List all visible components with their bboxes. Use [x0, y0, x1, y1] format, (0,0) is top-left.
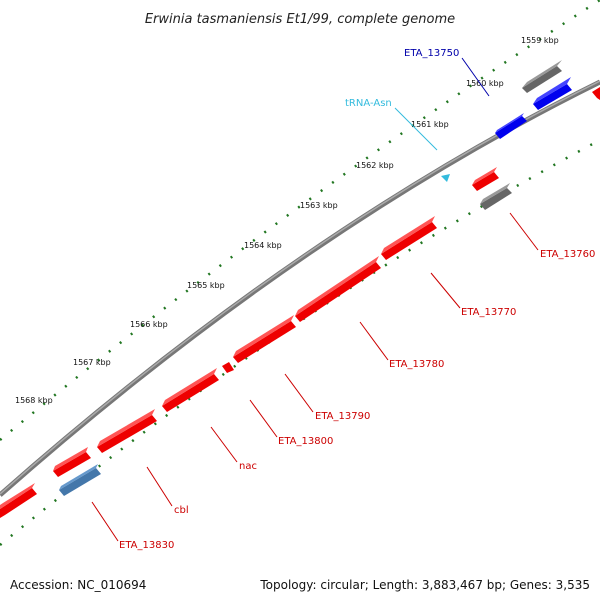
gene-block-cbl[interactable] [97, 409, 157, 453]
gene-label-eta13760[interactable]: ETA_13760 [540, 249, 595, 260]
tick-label: 1565 kbp [187, 281, 225, 290]
gene-block-eta13760-gray[interactable] [480, 183, 512, 210]
gene-label-trna-asn[interactable]: tRNA-Asn [345, 98, 392, 109]
gene-block-eta13770[interactable] [381, 216, 437, 260]
gene-label-eta13770[interactable]: ETA_13770 [461, 307, 516, 318]
gene-block-gray[interactable] [522, 60, 562, 93]
gene-label-cbl[interactable]: cbl [174, 505, 189, 516]
gene-block-eta13790[interactable] [233, 315, 296, 363]
tick-label: 1559 kbp [521, 36, 559, 45]
outer-dotted-track [0, 0, 600, 441]
tick-label: 1566 kbp [130, 320, 168, 329]
tick-label: 1562 kbp [356, 161, 394, 170]
accession-text: Accession: NC_010694 [10, 578, 147, 592]
gene-block-eta13750[interactable] [533, 77, 572, 110]
gene-block-eta13830[interactable] [59, 464, 101, 496]
gene-blocks [0, 60, 600, 518]
gene-label-eta13780[interactable]: ETA_13780 [389, 359, 444, 370]
gene-block-red-edge[interactable] [592, 87, 600, 100]
gene-block-red-small[interactable] [53, 447, 91, 477]
tick-label: 1560 kbp [466, 79, 504, 88]
gene-label-eta13800[interactable]: ETA_13800 [278, 436, 333, 447]
gene-block-eta13780[interactable] [295, 256, 381, 322]
map-title: Erwinia tasmaniensis Et1/99, complete ge… [145, 12, 455, 27]
gene-block-blue-small[interactable] [495, 113, 527, 139]
genome-summary-text: Topology: circular; Length: 3,883,467 bp… [260, 578, 590, 592]
gene-label-eta13830[interactable]: ETA_13830 [119, 540, 174, 551]
label-leaders [91, 57, 539, 542]
tick-labels: 1559 kbp 1560 kbp 1561 kbp 1562 kbp 1563… [15, 36, 559, 405]
gene-labels: ETA_13750 tRNA-Asn ETA_13760 ETA_13770 E… [119, 48, 595, 551]
gene-block-eta13800[interactable] [222, 362, 234, 373]
gene-label-eta13750[interactable]: ETA_13750 [404, 48, 459, 59]
trna-marker[interactable] [441, 174, 450, 182]
gene-label-eta13790[interactable]: ETA_13790 [315, 411, 370, 422]
tick-label: 1568 kbp [15, 396, 53, 405]
gene-block-eta13760-red[interactable] [472, 167, 499, 191]
tick-label: 1561 kbp [411, 120, 449, 129]
tick-label: 1567 kbp [73, 358, 111, 367]
gene-block-red-left[interactable] [0, 483, 37, 518]
tick-label: 1563 kbp [300, 201, 338, 210]
gene-block-nac[interactable] [162, 368, 219, 412]
gene-label-nac[interactable]: nac [239, 461, 257, 472]
genome-backbone [0, 79, 600, 497]
tick-label: 1564 kbp [244, 241, 282, 250]
